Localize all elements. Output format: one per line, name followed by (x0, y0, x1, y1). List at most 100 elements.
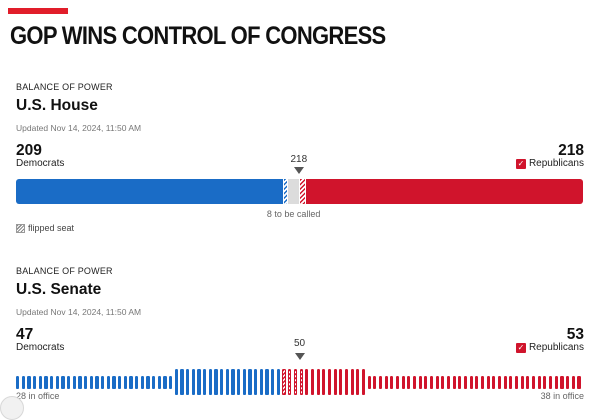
senate-seat-democrat[interactable] (118, 375, 122, 389)
senate-seat-republican[interactable] (503, 375, 507, 389)
senate-seat-democrat[interactable] (152, 375, 156, 389)
senate-seat-democrat[interactable] (44, 375, 48, 389)
senate-seat-republican[interactable] (395, 375, 400, 389)
senate-seat-democrat[interactable] (231, 369, 235, 395)
senate-seat-republican[interactable] (531, 375, 536, 389)
senate-seat-republican[interactable] (565, 375, 570, 389)
senate-seat-democrat[interactable] (157, 375, 161, 389)
senate-seat-democrat[interactable] (265, 369, 269, 395)
senate-seat-republican[interactable] (378, 375, 383, 389)
senate-seat-democrat[interactable] (220, 369, 224, 395)
senate-seat-republican[interactable] (429, 375, 434, 389)
senate-seat-republican[interactable] (509, 375, 513, 389)
senate-seat-democrat[interactable] (140, 375, 144, 389)
senate-seat-republican[interactable] (367, 375, 371, 389)
senate-seat-republican[interactable] (537, 375, 541, 389)
senate-seat-democrat[interactable] (174, 369, 178, 395)
senate-seat-democrat[interactable] (180, 369, 184, 395)
senate-seat-republican[interactable] (356, 369, 360, 395)
senate-seat-democrat[interactable] (186, 369, 190, 395)
senate-seat-democrat[interactable] (225, 369, 229, 395)
senate-seat-democrat[interactable] (50, 375, 54, 389)
senate-seat-democrat[interactable] (163, 375, 167, 389)
senate-seat-republican[interactable] (560, 375, 564, 389)
senate-seat-democrat[interactable] (129, 375, 133, 389)
senate-seat-republican[interactable] (486, 375, 490, 389)
floating-action-button[interactable] (0, 396, 24, 420)
senate-seat-democrat[interactable] (55, 375, 59, 389)
senate-seat-republican[interactable] (469, 375, 473, 389)
senate-seat-democrat[interactable] (214, 369, 218, 395)
senate-seat-republican[interactable] (514, 375, 519, 389)
senate-seat-democrat[interactable] (89, 375, 93, 389)
senate-seat-republican[interactable] (407, 375, 411, 389)
senate-seat-democrat[interactable] (248, 369, 252, 395)
senate-seat-republican[interactable] (571, 375, 575, 389)
house-bar-republican-flipped-segment[interactable] (299, 179, 305, 204)
senate-seat-democrat[interactable] (106, 375, 110, 389)
senate-seat-republican[interactable] (327, 369, 332, 395)
senate-seat-republican[interactable] (322, 369, 326, 395)
senate-seat-republican[interactable] (475, 375, 479, 389)
senate-seat-republican-flipped[interactable] (293, 369, 298, 395)
senate-seat-democrat[interactable] (78, 375, 82, 389)
senate-seat-democrat[interactable] (203, 369, 207, 395)
senate-seat-democrat[interactable] (271, 369, 275, 395)
senate-seat-republican-flipped[interactable] (299, 369, 303, 395)
senate-seat-republican[interactable] (446, 375, 451, 389)
senate-seat-republican[interactable] (412, 375, 417, 389)
senate-seat-democrat[interactable] (67, 375, 71, 389)
senate-seat-republican[interactable] (333, 369, 337, 395)
senate-seat-democrat[interactable] (16, 375, 20, 389)
senate-seat-democrat[interactable] (242, 369, 246, 395)
senate-seat-democrat[interactable] (95, 375, 99, 389)
senate-seat-republican[interactable] (361, 369, 366, 395)
senate-seat-democrat[interactable] (27, 375, 31, 389)
house-bar-republican-segment[interactable] (306, 179, 583, 204)
house-bar-democrat-flipped-segment[interactable] (283, 179, 288, 204)
house-bar-uncalled-segment[interactable] (288, 179, 299, 204)
senate-seat-republican[interactable] (305, 369, 309, 395)
senate-seat-democrat[interactable] (84, 375, 88, 389)
senate-seat-democrat[interactable] (135, 375, 139, 389)
senate-seat-republican[interactable] (344, 369, 349, 395)
senate-seat-republican[interactable] (424, 375, 428, 389)
senate-seat-democrat[interactable] (208, 369, 212, 395)
senate-seat-democrat[interactable] (146, 375, 150, 389)
house-bar-democrat-segment[interactable] (16, 179, 283, 204)
senate-seat-republican[interactable] (310, 369, 315, 395)
senate-seat-democrat[interactable] (237, 369, 241, 395)
senate-seat-republican[interactable] (458, 375, 462, 389)
senate-seat-republican-flipped[interactable] (288, 369, 292, 395)
senate-seat-republican[interactable] (480, 375, 485, 389)
senate-seat-democrat[interactable] (276, 369, 280, 395)
senate-seat-democrat[interactable] (21, 375, 25, 389)
senate-seat-republican[interactable] (350, 369, 354, 395)
senate-seat-democrat[interactable] (169, 375, 173, 389)
senate-seat-democrat[interactable] (191, 369, 195, 395)
senate-seat-democrat[interactable] (38, 375, 42, 389)
senate-seat-republican[interactable] (492, 375, 496, 389)
senate-seat-republican[interactable] (463, 375, 468, 389)
senate-seat-republican[interactable] (577, 375, 581, 389)
senate-seat-republican[interactable] (441, 375, 445, 389)
senate-seat-republican[interactable] (435, 375, 439, 389)
senate-seat-row[interactable] (16, 348, 583, 400)
senate-seat-republican-flipped[interactable] (282, 369, 286, 395)
senate-seat-democrat[interactable] (72, 375, 76, 389)
senate-seat-republican[interactable] (554, 375, 558, 389)
senate-seat-democrat[interactable] (101, 375, 105, 389)
senate-seat-republican[interactable] (452, 375, 456, 389)
senate-seat-republican[interactable] (548, 375, 553, 389)
senate-seat-democrat[interactable] (61, 375, 65, 389)
senate-seat-democrat[interactable] (33, 375, 37, 389)
senate-seat-democrat[interactable] (123, 375, 127, 389)
senate-seat-republican[interactable] (526, 375, 530, 389)
house-seat-bar[interactable] (16, 179, 583, 204)
senate-seat-republican[interactable] (543, 375, 547, 389)
senate-seat-democrat[interactable] (112, 375, 116, 389)
senate-seat-republican[interactable] (520, 375, 524, 389)
senate-seat-republican[interactable] (401, 375, 405, 389)
senate-seat-republican[interactable] (384, 375, 388, 389)
senate-seat-democrat[interactable] (254, 369, 258, 395)
